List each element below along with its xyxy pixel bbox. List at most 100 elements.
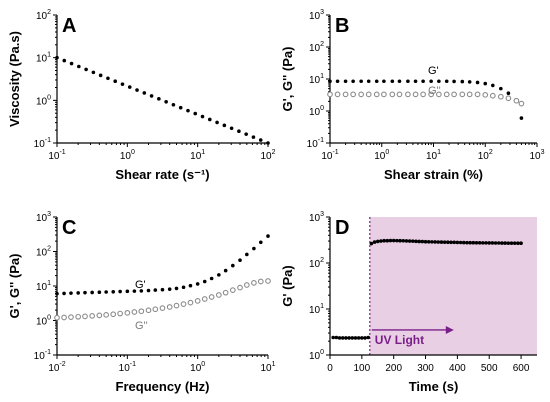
panel-b: 10-1 100 101 102 103 10-1 100 101 102 103 G' G'' B Sh… (280, 9, 545, 182)
data-point (132, 289, 137, 293)
data-point (420, 239, 425, 244)
data-point (142, 91, 147, 95)
panel-letter: C (62, 217, 76, 239)
panel-letter: D (335, 217, 349, 239)
data-point (443, 91, 450, 98)
data-point (328, 79, 332, 84)
y-axis-title: G' (Pa) (280, 265, 295, 306)
data-point (188, 283, 193, 288)
data-point (139, 289, 144, 293)
y-tick-label: 10-1 (34, 137, 51, 150)
x-tick-label: 101 (190, 149, 205, 162)
data-point (202, 279, 207, 284)
data-point (350, 91, 356, 98)
data-point (152, 306, 159, 313)
data-point (135, 88, 139, 92)
data-point (446, 240, 450, 245)
data-point (166, 304, 173, 310)
y-tick-label: 101 (309, 73, 324, 86)
data-point (372, 240, 377, 244)
data-point (160, 287, 165, 292)
data-point (159, 305, 166, 312)
data-point (337, 336, 342, 340)
data-point (125, 289, 130, 294)
data-point (353, 336, 358, 340)
data-point (451, 91, 457, 98)
data-point (509, 241, 514, 245)
data-point (365, 91, 372, 98)
data-point (334, 335, 339, 340)
data-point (237, 129, 241, 134)
data-point (411, 239, 415, 243)
data-point (171, 102, 176, 107)
panel-a: 10-1 100 101 102 10-1 100 101 102 A Shear rate (s… (7, 9, 276, 182)
data-point (193, 111, 198, 116)
data-point (407, 239, 412, 243)
data-point (258, 138, 263, 142)
panel-letter: B (335, 15, 349, 37)
data-point (385, 238, 390, 243)
data-point (459, 91, 466, 98)
data-point (138, 308, 145, 315)
data-point (344, 336, 348, 340)
data-point (327, 91, 333, 98)
data-point (110, 311, 117, 318)
data-point (483, 81, 488, 86)
data-point (491, 83, 495, 88)
data-point (401, 238, 406, 243)
x-tick-label: 10-1 (48, 149, 65, 162)
data-point (208, 294, 215, 300)
data-point (460, 79, 465, 84)
data-point (237, 284, 243, 291)
x-tick-label: 103 (529, 149, 544, 162)
data-point (187, 299, 194, 306)
data-point (474, 240, 479, 245)
data-point (467, 80, 472, 84)
data-point (436, 240, 441, 244)
y-axis-title: G', G'' (Pa) (280, 47, 295, 112)
y-tick-label: 10-1 (307, 137, 324, 150)
data-point (452, 79, 456, 84)
series-label: G' (428, 65, 439, 77)
y-tick-label: 102 (309, 257, 324, 270)
x-tick-label: 500 (481, 363, 498, 374)
data-point (104, 290, 108, 294)
data-point (442, 240, 447, 244)
data-point (397, 79, 402, 84)
data-point (222, 289, 229, 296)
data-point (359, 79, 363, 84)
y-tick-label: 100 (309, 349, 324, 362)
data-point (458, 240, 463, 245)
panel-letter: A (62, 15, 76, 37)
data-point (61, 314, 67, 321)
y-axis-title: G', G'' (Pa) (7, 254, 22, 319)
x-axis-title: Time (s) (409, 379, 459, 394)
data-point (455, 240, 460, 245)
data-point (62, 291, 66, 296)
data-point (229, 126, 234, 131)
data-point (238, 258, 242, 262)
data-point (178, 105, 183, 110)
data-point (505, 95, 512, 102)
data-point (146, 288, 151, 293)
data-point (340, 336, 345, 340)
data-point (375, 239, 380, 244)
data-point (417, 239, 421, 244)
data-point (266, 141, 270, 145)
data-point (481, 241, 485, 245)
data-point (174, 286, 179, 291)
data-point (118, 289, 122, 294)
data-point (131, 309, 138, 315)
data-point (98, 73, 103, 78)
data-point (245, 252, 249, 257)
data-point (68, 314, 74, 321)
data-point (76, 291, 80, 295)
data-point (83, 290, 87, 295)
data-point (374, 79, 379, 84)
data-point (200, 114, 205, 119)
y-tick-label: 100 (309, 105, 324, 118)
y-tick-label: 102 (309, 41, 324, 54)
x-tick-label: 10-1 (321, 149, 338, 162)
